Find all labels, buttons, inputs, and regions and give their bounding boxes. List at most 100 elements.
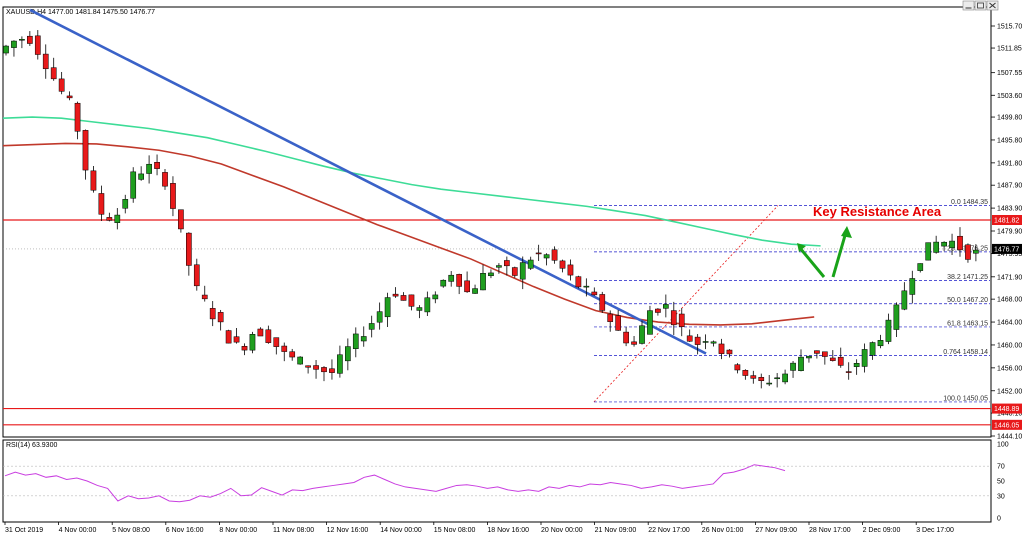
bullish-candle [663,304,669,309]
x-tick-label: 14 Nov 00:00 [380,527,422,534]
restore-icon[interactable] [974,0,987,11]
bearish-candle [329,368,335,373]
bearish-candle [575,276,582,288]
bullish-candle [337,354,343,374]
y-tick-label: 1468.00 [997,297,1022,304]
x-tick-label: 28 Nov 17:00 [809,527,851,534]
bullish-candle [949,240,955,249]
x-tick-label: 3 Dec 17:00 [916,527,954,534]
bearish-candle [464,280,470,293]
x-tick-label: 12 Nov 16:00 [327,527,369,534]
fib-level-label: 0.0 1484.35 [951,199,988,206]
rsi-pane [2,439,992,523]
bullish-candle [432,294,439,300]
bearish-candle [392,293,399,297]
bullish-candle [933,241,939,253]
fib-level-label: 0.764 1458.14 [943,349,988,356]
bullish-candle [480,273,486,291]
bearish-candle [186,232,192,266]
y-tick-label: 1444.10 [997,434,1022,441]
rsi-tick-label: 0 [997,516,1001,523]
bullish-candle [416,307,423,311]
bearish-candle [400,295,407,301]
fib-level-label: 50.0 1467.20 [947,297,988,304]
fib-anchor-line [593,205,779,403]
bullish-candle [702,341,709,343]
y-tick-label: 1456.00 [997,365,1022,372]
bearish-candle [193,264,200,287]
bearish-candle [106,217,113,221]
bearish-candle [27,35,33,44]
y-tick-label: 1448.10 [997,411,1022,418]
bullish-candle [853,363,860,367]
bearish-candle [201,294,208,300]
horizontal-levels [3,219,991,426]
bearish-candle [257,328,264,337]
level-price-tag [992,215,1022,226]
bearish-candle [655,308,661,313]
bearish-candle [170,183,176,209]
bearish-candle [241,345,248,351]
bullish-candle [352,333,359,349]
window-controls [962,0,999,11]
bearish-candle [456,274,462,287]
bullish-candle [806,355,812,359]
y-tick-label: 1511.85 [997,46,1022,53]
bearish-candle [74,102,81,132]
bullish-candle [766,382,773,385]
x-tick-label: 5 Nov 08:00 [112,527,150,534]
bearish-candle [686,335,693,342]
downtrend-line [29,8,707,355]
bearish-candle [408,294,415,307]
bearish-candle [34,35,41,55]
bearish-candle [742,370,749,376]
bearish-candle [718,343,725,354]
bearish-candle [535,252,542,255]
bearish-candle [321,367,327,373]
close-icon[interactable] [986,0,999,11]
bullish-candle [527,259,534,269]
bearish-candle [178,209,184,230]
arrow-up-icon [831,226,852,278]
bearish-candle [504,260,510,267]
bullish-candle [440,279,447,287]
bullish-candle [488,272,494,277]
rsi-tick-label: 50 [997,479,1005,486]
x-tick-label: 2 Dec 09:00 [863,527,901,534]
fib-level-label: 100.0 1450.05 [943,395,988,402]
bearish-candle [305,365,311,368]
y-axis: 1515.70 1511.85 1507.55 1503.60 1499.80 1495.… [991,24,1022,441]
bullish-candle [941,241,947,247]
bearish-candle [58,78,65,92]
candles [3,30,979,389]
x-tick-label: 22 Nov 17:00 [648,527,690,534]
bullish-candle [917,263,924,271]
bearish-candle [599,294,606,311]
x-tick-label: 11 Nov 08:00 [273,527,314,534]
bearish-candle [829,357,836,361]
bearish-candle [814,350,820,354]
minimize-icon[interactable] [962,0,975,11]
bearish-candle [750,375,757,379]
bearish-candle [82,130,89,171]
x-tick-label: 21 Nov 09:00 [595,527,637,534]
bullish-candle [782,373,788,383]
bearish-candle [209,308,216,320]
y-tick-label: 1507.55 [997,70,1022,77]
bullish-candle [345,346,351,362]
bullish-candle [448,274,455,282]
level-price-tag [992,403,1022,414]
x-tick-label: 6 Nov 16:00 [166,527,204,534]
bearish-candle [551,249,558,261]
bearish-candle [623,331,629,344]
bearish-candle [90,170,97,191]
bullish-candle [114,214,121,223]
y-tick-label: 1483.90 [997,206,1022,213]
current-price-tag [992,243,1022,254]
bullish-candle [885,319,892,342]
slow-moving-average [2,116,821,247]
rsi-label: RSI(14) 63.9300 [6,442,57,449]
bullish-candle [19,38,25,41]
bullish-candle [496,265,502,268]
